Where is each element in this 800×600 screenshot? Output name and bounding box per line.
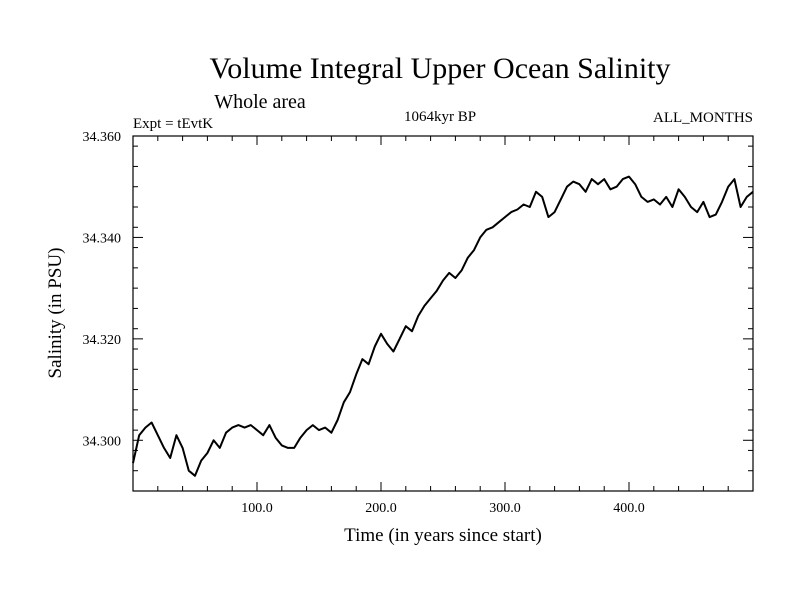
x-tick-label: 400.0 <box>613 501 645 516</box>
plot-frame <box>132 135 754 492</box>
y-tick-label: 34.340 <box>83 231 122 246</box>
salinity-series-line <box>132 175 754 477</box>
chart-title: Volume Integral Upper Ocean Salinity <box>210 52 671 85</box>
chart-subtitle: Whole area <box>214 91 306 113</box>
y-tick-label: 34.360 <box>83 130 122 145</box>
axis-tick-labels: 100.0 200.0 300.0 400.0 34.300 34.320 34.340 34… <box>83 130 645 516</box>
y-tick-label: 34.300 <box>83 434 122 449</box>
x-tick-label: 100.0 <box>241 501 273 516</box>
experiment-label: Expt = tEvtK <box>133 116 213 132</box>
y-axis-label: Salinity (in PSU) <box>45 248 66 379</box>
x-tick-label: 300.0 <box>489 501 521 516</box>
period-label: 1064kyr BP <box>404 109 476 125</box>
axis-ticks <box>133 135 753 491</box>
x-axis-label: Time (in years since start) <box>344 525 542 546</box>
y-tick-label: 34.320 <box>83 333 122 348</box>
x-tick-label: 200.0 <box>365 501 397 516</box>
months-label: ALL_MONTHS <box>653 110 753 126</box>
